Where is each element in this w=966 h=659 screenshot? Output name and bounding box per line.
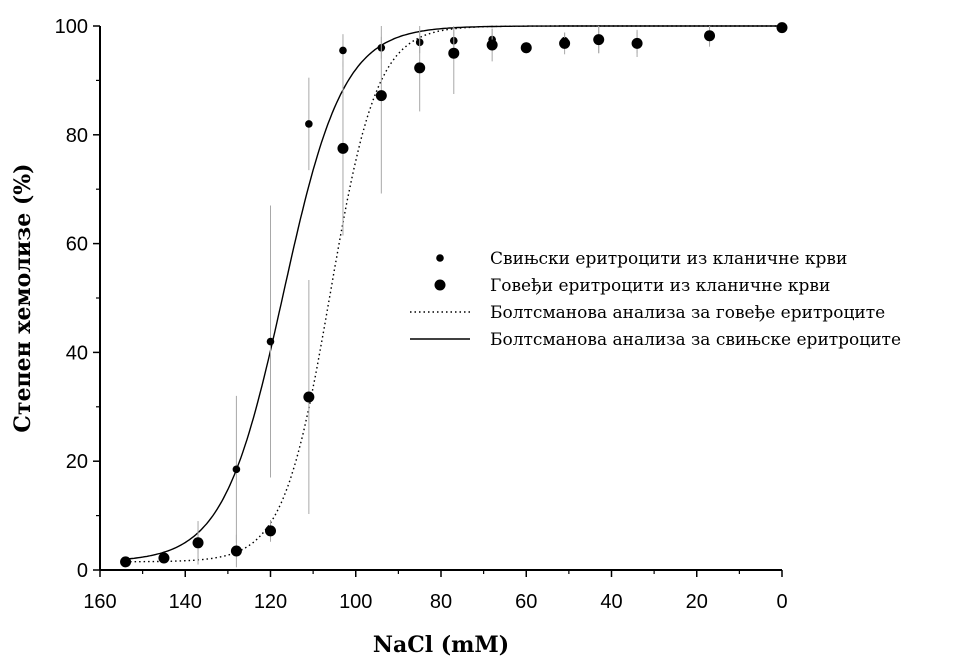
y-tick-label: 20 <box>66 451 88 473</box>
y-tick-label: 100 <box>55 16 88 38</box>
legend-marker <box>436 254 444 262</box>
legend-entry: Болтсманова анализа за говеђе еритроците <box>490 303 885 323</box>
legend-marker <box>434 279 446 291</box>
x-tick-label: 100 <box>339 591 372 613</box>
data-point-bovine <box>776 22 788 34</box>
x-axis-label: NaCl (mM) <box>373 632 509 658</box>
data-point-bovine <box>486 39 498 51</box>
data-point-bovine <box>631 37 643 49</box>
data-point-bovine <box>375 90 387 102</box>
y-tick-label: 0 <box>77 560 88 582</box>
plot-area <box>120 22 788 568</box>
legend: Свињски еритроцити из кланичне крви Говеђ… <box>410 249 901 350</box>
legend-entry: Говеђи еритроцити из кланичне крви <box>490 276 830 296</box>
data-point-porcine <box>339 46 347 55</box>
data-point-bovine <box>448 47 460 59</box>
x-tick-label: 20 <box>686 591 708 613</box>
legend-entry: Болтсманова анализа за свињске еритроцит… <box>490 330 901 350</box>
x-tick-label: 140 <box>169 591 202 613</box>
x-tick-label: 120 <box>254 591 287 613</box>
y-tick-label: 80 <box>66 125 88 147</box>
data-point-bovine <box>559 37 571 49</box>
x-tick-label: 60 <box>515 591 537 613</box>
y-tick-label: 60 <box>66 234 88 256</box>
data-point-bovine <box>593 34 605 46</box>
axes: 160 140 120 100 80 60 40 20 0 0 20 40 60 80 100 <box>55 16 788 613</box>
data-point-bovine <box>192 537 204 549</box>
legend-entry: Свињски еритроцити из кланичне крви <box>490 249 847 269</box>
data-point-porcine <box>266 337 275 346</box>
data-point-bovine <box>303 391 315 403</box>
data-point-bovine <box>337 142 349 154</box>
data-point-bovine <box>704 30 716 42</box>
x-tick-label: 80 <box>430 591 452 613</box>
data-point-bovine <box>265 525 276 537</box>
data-point-porcine <box>305 120 313 128</box>
data-point-bovine <box>414 62 426 74</box>
data-point-bovine <box>230 545 242 557</box>
x-tick-label: 40 <box>600 591 622 613</box>
x-tick-label: 0 <box>776 591 787 613</box>
data-point-porcine <box>232 465 241 474</box>
data-point-bovine <box>520 42 532 54</box>
data-point-bovine <box>158 552 170 564</box>
y-axis-label: Степен хемолизе (%) <box>10 163 36 432</box>
x-tick-label: 160 <box>83 591 116 613</box>
data-point-bovine <box>120 556 132 568</box>
y-tick-label: 40 <box>66 342 88 364</box>
